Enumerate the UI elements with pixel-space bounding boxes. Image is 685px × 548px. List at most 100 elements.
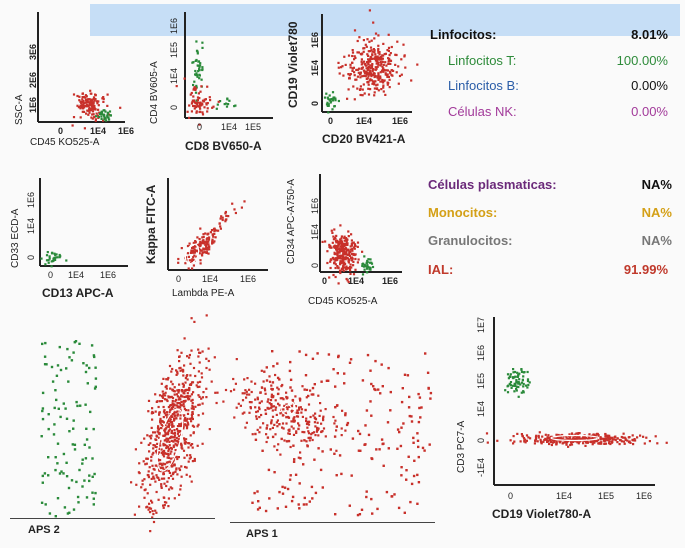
data-point — [589, 438, 593, 441]
data-point — [368, 268, 371, 271]
data-point — [628, 440, 631, 443]
data-point — [344, 413, 347, 417]
data-point — [268, 380, 272, 383]
x-tick: 1E4 — [202, 274, 218, 284]
data-point — [102, 97, 105, 101]
data-point — [271, 396, 274, 399]
data-point — [162, 393, 165, 396]
data-point — [384, 72, 387, 75]
data-point — [645, 436, 648, 439]
data-point — [333, 422, 336, 425]
stat-value: 0.00% — [631, 104, 668, 119]
data-point — [155, 438, 158, 441]
data-point — [371, 54, 374, 57]
data-point — [180, 404, 183, 407]
data-point — [342, 248, 345, 251]
data-point — [233, 416, 236, 419]
data-point — [299, 451, 302, 454]
data-point — [243, 378, 246, 381]
data-point — [182, 374, 185, 377]
data-point — [219, 100, 222, 103]
data-point — [202, 233, 205, 236]
data-point — [340, 235, 343, 238]
data-point — [92, 106, 95, 109]
data-point — [371, 50, 374, 53]
data-point — [345, 265, 348, 268]
data-point — [374, 75, 377, 78]
data-point — [322, 427, 326, 430]
data-point — [241, 399, 245, 402]
data-point — [200, 104, 203, 107]
data-point — [161, 453, 164, 456]
data-point — [170, 404, 173, 407]
y-tick: 1E4 — [26, 217, 36, 234]
data-point — [173, 417, 176, 420]
data-point — [196, 105, 199, 108]
data-point — [255, 417, 258, 420]
data-point — [382, 81, 385, 84]
stat-ial: IAL: 91.99% — [428, 262, 668, 277]
data-point — [509, 384, 512, 387]
data-point — [343, 261, 346, 264]
data-point — [200, 397, 203, 400]
data-point — [576, 436, 580, 439]
y-tick: 0 — [310, 100, 320, 106]
data-point — [58, 256, 61, 259]
data-point — [177, 257, 180, 261]
data-point — [206, 248, 209, 251]
data-point — [288, 478, 292, 481]
data-point — [178, 468, 182, 472]
data-point — [512, 371, 515, 374]
data-point — [83, 95, 86, 99]
data-point — [96, 102, 99, 105]
data-point — [135, 483, 138, 486]
data-point — [161, 395, 164, 398]
data-point — [337, 251, 340, 254]
data-point — [608, 440, 611, 443]
data-point — [589, 439, 592, 442]
data-point — [420, 406, 423, 409]
data-point — [219, 217, 222, 220]
data-point — [179, 414, 182, 417]
data-point — [656, 442, 659, 445]
data-point — [254, 382, 257, 385]
data-point — [333, 228, 336, 231]
data-point — [179, 484, 182, 487]
data-point — [142, 460, 145, 463]
data-point — [348, 361, 352, 364]
data-point — [362, 50, 365, 53]
data-point — [163, 449, 166, 452]
data-point — [188, 353, 191, 357]
data-point — [372, 57, 375, 60]
data-point — [176, 413, 179, 416]
data-point — [157, 459, 160, 462]
data-point — [243, 200, 246, 203]
data-point — [346, 267, 349, 270]
data-point — [270, 404, 273, 407]
data-point — [515, 379, 518, 382]
data-point — [400, 73, 403, 76]
data-point — [192, 366, 196, 370]
data-point — [201, 396, 204, 399]
data-point — [182, 384, 185, 387]
data-point — [92, 101, 95, 105]
data-point — [281, 426, 284, 429]
data-point — [190, 251, 193, 254]
data-point — [387, 366, 390, 370]
data-point — [171, 423, 174, 426]
data-point — [51, 380, 55, 383]
data-point — [232, 377, 235, 381]
data-point — [342, 256, 346, 259]
data-point — [162, 410, 166, 413]
data-point — [91, 108, 94, 111]
data-point — [350, 239, 353, 242]
data-point — [616, 441, 619, 444]
data-point — [191, 251, 195, 254]
data-point — [175, 468, 178, 471]
data-point — [192, 406, 195, 409]
data-point — [510, 386, 513, 389]
plot-cd3-vs-cd19-svg: 0 1E4 1E5 1E6 — [485, 317, 668, 501]
data-point — [194, 88, 197, 91]
data-point — [285, 422, 288, 425]
data-point — [94, 98, 97, 101]
